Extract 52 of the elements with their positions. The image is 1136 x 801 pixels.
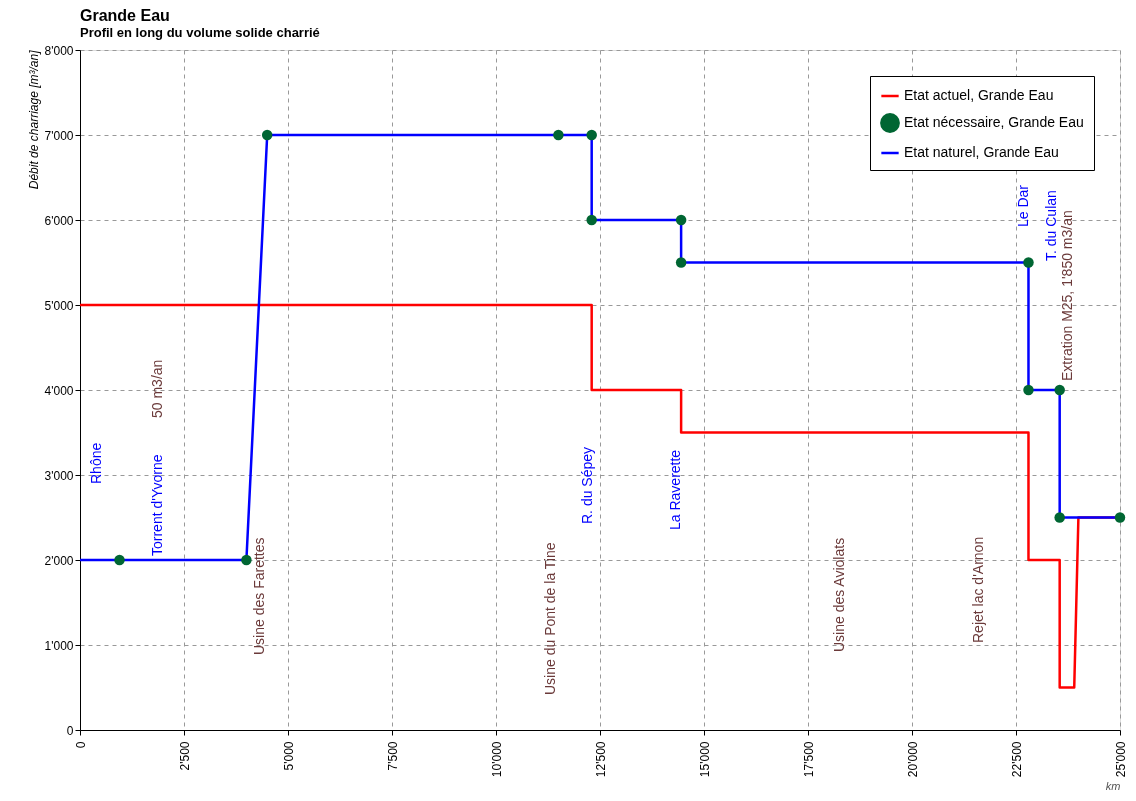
point: [586, 129, 597, 141]
annotation: Extration M25, 1'850 m3/an: [1059, 210, 1075, 381]
x-tick-label: 12'500: [593, 741, 608, 778]
annotation: Torrent d'Yvorne: [149, 454, 165, 556]
x-tick-label: 10'000: [489, 741, 504, 778]
legend-label: Etat naturel, Grande Eau: [904, 144, 1059, 160]
point: [261, 129, 273, 141]
annotation: Usine des Aviolats: [831, 537, 847, 652]
x-tick-label: 22'500: [1009, 741, 1024, 778]
point: [241, 554, 252, 566]
x-tick-label: 25'000: [1113, 741, 1128, 778]
legend-label: Etat nécessaire, Grande Eau: [904, 114, 1084, 130]
annotation: T. du Culan: [1043, 190, 1059, 261]
annotation: Usine des Farettes: [251, 537, 267, 655]
point: [114, 554, 125, 566]
annotation: Rhône: [88, 442, 104, 484]
y-tick-label: 8'000: [44, 43, 74, 58]
y-tick-label: 0: [66, 723, 74, 738]
x-tick-label: 5'000: [281, 741, 296, 771]
point: [1023, 384, 1034, 396]
y-tick-label: 7'000: [44, 128, 74, 143]
x-tick-label: 2'500: [177, 741, 192, 771]
point: [675, 257, 687, 268]
y-tick-label: 3'000: [44, 468, 74, 483]
annotation: La Raverette: [667, 449, 683, 530]
x-tick-label: 7'500: [385, 741, 400, 771]
annotation: Usine du Pont de la Tine: [542, 542, 558, 695]
annotation: R. du Sépey: [579, 446, 595, 524]
point: [586, 214, 597, 226]
point: [1114, 512, 1126, 523]
x-tick-label: 0: [73, 741, 88, 749]
annotation: Le Dar: [1015, 184, 1031, 227]
y-tick-label: 1'000: [44, 638, 74, 653]
annotation: 50 m3/an: [149, 359, 165, 418]
point: [675, 214, 687, 226]
point: [1054, 512, 1065, 523]
y-tick-label: 5'000: [44, 298, 74, 313]
point: [1054, 384, 1065, 396]
annotation: Rejet lac d'Arnon: [970, 536, 986, 643]
x-tick-label: 20'000: [905, 741, 920, 778]
legend-label: Etat actuel, Grande Eau: [904, 87, 1054, 103]
y-tick-label: 2'000: [44, 553, 74, 568]
y-tick-label: 4'000: [44, 383, 74, 398]
chart-subtitle: Profil en long du volume solide charrié: [80, 25, 320, 40]
chart-title: Grande Eau: [80, 7, 170, 24]
point: [553, 129, 564, 141]
point: [1023, 257, 1034, 268]
x-axis-title: km: [1105, 780, 1121, 793]
y-tick-label: 6'000: [44, 213, 74, 228]
x-tick-label: 17'500: [801, 741, 816, 778]
x-tick-label: 15'000: [697, 741, 712, 778]
y-axis-title: Débit de charriage [m³/an]: [26, 49, 41, 190]
